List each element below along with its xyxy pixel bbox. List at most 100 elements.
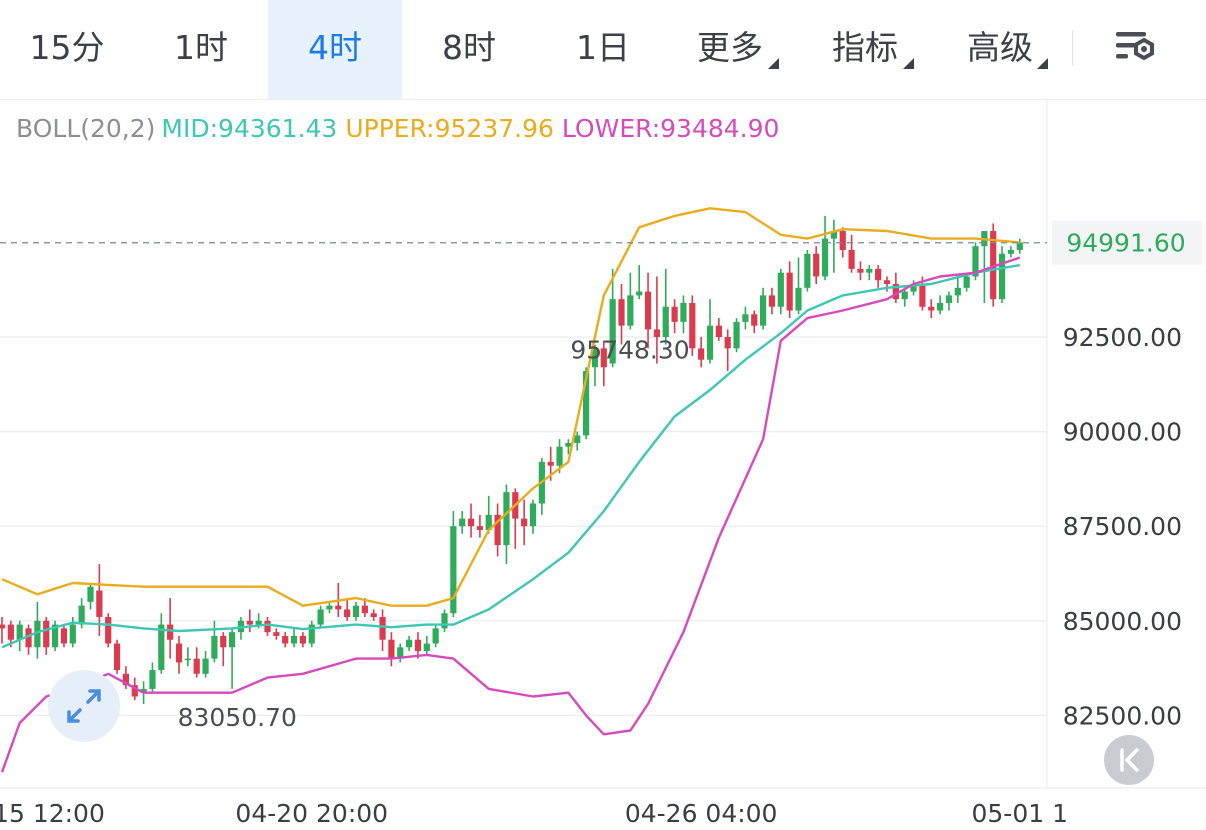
candle-body [220,635,227,648]
boll-lower-line [0,256,1021,773]
more-dropdown-arrow-icon [768,58,779,69]
candle-body [175,643,183,663]
y-axis-tick-label: 92500.00 [1063,323,1182,352]
candle-body [689,302,696,349]
candle-body [503,492,510,546]
candle-body [804,253,811,288]
candle-body [158,624,165,670]
candle-body [485,514,492,530]
candle-body [96,590,103,618]
scroll-to-latest-button[interactable] [1104,735,1154,785]
y-axis-tick-label: 85000.00 [1063,607,1182,636]
candle-body [299,635,306,644]
candle-body [786,272,793,311]
candle-body [432,628,439,644]
last-price-label-bg [1052,220,1202,265]
candle-body [963,276,970,288]
y-axis-tick-label: 87500.00 [1063,512,1182,541]
candle-body [609,299,616,364]
candle-body [760,295,767,326]
candle-body [344,609,351,618]
candle-body [529,503,537,527]
boll-mid-line [1,263,1021,649]
boll-upper-line [1,207,1020,607]
candle-body [211,635,218,659]
candle-body [122,673,129,686]
candle-body [883,280,891,285]
tab-1hour[interactable]: 1时 [174,28,228,67]
candle-body [715,325,722,337]
candle-body [937,302,944,311]
candle-body [866,268,873,273]
candle-body [34,620,41,648]
candle-body [352,605,360,618]
candle-body [7,624,14,640]
candle-body [636,291,643,296]
candle-body [742,314,749,322]
min-price-marker: 83050.70 [178,703,297,732]
candle-body [43,620,50,648]
tab-advanced-dropdown[interactable]: 高级 [967,28,1033,67]
indicators-dropdown-arrow-icon [903,58,914,69]
candle-body [574,435,581,443]
candle-body [565,442,572,447]
candle-body [167,624,174,640]
candle-body [547,461,554,466]
tab-8hour[interactable]: 8时 [442,28,496,67]
candle-body [990,231,997,300]
candle-body [25,628,32,648]
candle-body [273,632,280,636]
candle-body [16,624,23,640]
x-axis-tick-label: 04-15 12:00 [0,799,105,828]
tab-4hour[interactable]: 4时 [268,0,402,99]
candle-body [149,669,156,689]
axis-labels: 92500.00 90000.00 87500.00 85000.00 82500.00… [0,220,1202,828]
candle-body [901,291,908,300]
tab-15min[interactable]: 15分 [29,28,105,67]
candle-body [140,688,147,693]
candle-body [618,299,625,326]
candle-body [388,639,395,659]
candle-body [680,302,687,322]
candle-body [326,605,333,610]
candle-body [397,647,404,659]
candle-body [450,526,457,614]
tab-indicators-dropdown[interactable]: 指标 [832,28,898,67]
candle-body [945,295,953,303]
tab-1day[interactable]: 1日 [576,28,630,67]
candle-body [406,639,413,648]
candle-body [928,306,935,311]
candle-body [600,348,607,368]
candle-body [78,605,85,625]
candle-body [308,624,315,644]
expand-chart-button[interactable] [48,670,120,742]
chart-settings-icon[interactable] [1110,24,1162,72]
candle-body [423,643,430,652]
candle-body [467,518,475,527]
tab-more-dropdown[interactable]: 更多 [697,28,763,67]
boll-name: BOLL(20,2) [16,114,156,143]
candle-body [857,268,864,273]
candle-body [0,624,6,629]
candle-body [919,284,926,307]
boll-lines [0,207,1021,773]
candle-body [892,284,899,300]
candle-body [414,639,422,652]
candle-body [459,518,466,527]
x-axis-tick-label: 04-26 04:00 [625,799,778,828]
candle-body [521,518,528,527]
candle-body [113,643,121,670]
candle-body [777,272,784,307]
candle-body [184,658,191,661]
candle-body [494,514,501,546]
candle-body [662,306,669,337]
x-axis-tick-label: 05-01 1 [972,799,1069,828]
candle-body [361,605,368,614]
scroll-to-latest-icon [1120,748,1139,772]
candlestick-chart[interactable]: 92500.00 90000.00 87500.00 85000.00 82500.00… [0,100,1206,830]
candle-body [476,526,483,530]
candle-body [202,658,209,674]
y-axis-tick-label: 90000.00 [1063,418,1182,447]
candle-body [255,620,262,625]
candle-body [724,337,731,349]
